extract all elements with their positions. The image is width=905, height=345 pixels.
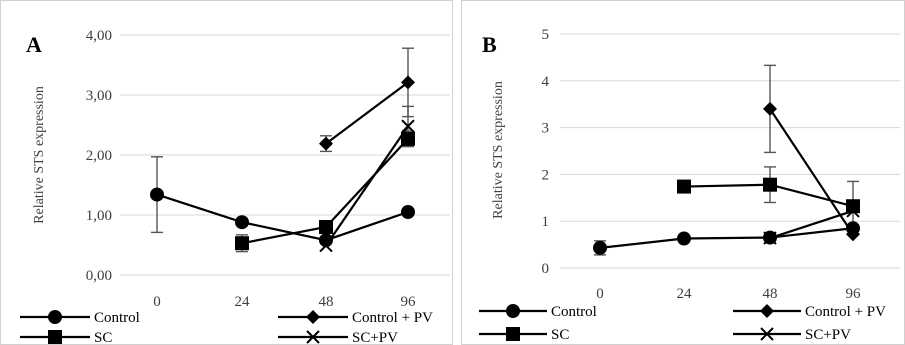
panel-a-control-plus-pv-point [319, 136, 333, 151]
panel-b-sc-point [677, 179, 691, 194]
panel-b-x-tick-label: 24 [677, 286, 693, 302]
panel-a-series-markers [150, 75, 415, 253]
panel-b-legend-label-sc-plus-pv: SC+PV [805, 327, 851, 343]
panel-b-legend-label-control: Control [551, 304, 597, 320]
panel-b-control-point [593, 240, 607, 255]
panel-a-y-tick-label: 4,00 [86, 28, 112, 44]
panel-a-x-tick-label: 24 [235, 294, 251, 310]
panel-a-control-line [156, 193, 409, 242]
panel-b-letter: B [482, 32, 497, 57]
panel-b-control-plus-pv-point [763, 101, 777, 116]
panel-a-control-point [401, 205, 415, 219]
panel-a-legend-item-sc-plus-pv: SC+PV [278, 330, 398, 345]
panel-b-x-tick-label: 48 [763, 286, 778, 302]
panel-a-y-tick-label: 2,00 [86, 148, 112, 164]
panel-a-error-bars [151, 47, 414, 253]
panel-a-sc-point [235, 236, 249, 251]
panel-b-y-ticks: 0 1 2 3 4 5 [542, 27, 550, 277]
panel-b-x-tick-label: 96 [846, 286, 862, 302]
panel-b-legend-item-control: Control [479, 304, 597, 320]
panel-b-y-tick-label: 2 [542, 167, 550, 183]
panel-b-y-tick-label: 5 [542, 27, 550, 43]
panel-b-legend-marker-sc-plus-pv [760, 327, 774, 341]
panel-a-control-point [150, 187, 164, 202]
panel-a-sc-point [401, 131, 415, 146]
panel-a-control-point [319, 233, 333, 248]
panel-b-control-line [599, 227, 854, 249]
panel-a-legend-label-control-plus-pv: Control + PV [352, 310, 433, 326]
panel-a-y-ticks: 0,00 1,00 2,00 3,00 4,00 [86, 28, 112, 284]
panel-b-sc-point [763, 177, 777, 192]
panel-b-x-ticks: 0 24 48 96 [596, 286, 861, 302]
panel-b-legend-item-control-plus-pv: Control + PV [733, 304, 886, 320]
panel-a-legend-label-control: Control [94, 310, 140, 326]
chart-panel-b: B Relative STS expression 0 1 2 3 4 5 0 24 48 96… [461, 0, 905, 345]
panel-a-legend-label-sc-plus-pv: SC+PV [352, 330, 398, 345]
panel-b-series-markers [593, 101, 860, 255]
panel-b-x-tick-label: 0 [596, 286, 604, 302]
panel-a-legend-marker-sc [48, 330, 62, 344]
panel-b-legend-label-control-plus-pv: Control + PV [805, 304, 886, 320]
panel-a-x-tick-label: 0 [153, 294, 161, 310]
panel-a-legend-label-sc: SC [94, 330, 112, 345]
panel-a-legend-item-control: Control [20, 310, 140, 326]
panel-b-y-tick-label: 4 [542, 74, 550, 90]
panel-b-sc-plus-pv-point [763, 231, 777, 245]
panel-b-legend-marker-sc [506, 327, 520, 341]
chart-panel-a: A Relative STS expression 0,00 1,00 2,00 3,… [0, 0, 453, 345]
panel-a-sc-plus-pv-point [401, 119, 415, 133]
panel-b-y-axis-label: Relative STS expression [491, 81, 506, 219]
panel-a-control-plus-pv-line [325, 81, 409, 145]
panel-b-series-lines [599, 108, 854, 249]
panel-a-frame [0, 0, 453, 345]
panel-b-sc-point [846, 199, 860, 214]
panel-b-y-tick-label: 1 [542, 214, 550, 230]
panel-b-legend-item-sc: SC [479, 327, 569, 343]
panel-b-control-plus-pv-line [769, 108, 854, 235]
panel-b-control-plus-pv-point [846, 227, 860, 242]
panel-b-error-bars [594, 64, 859, 256]
panel-a-y-tick-label: 1,00 [86, 208, 112, 224]
panel-b-sc-plus-pv-line [769, 209, 854, 240]
panel-a-sc-plus-pv-line [325, 125, 409, 247]
panel-a-legend: Control Control + PV SC SC+PV [20, 310, 433, 345]
panel-b-legend-marker-control-plus-pv [760, 304, 774, 318]
panel-a-x-ticks: 0 24 48 96 [153, 294, 416, 310]
panel-b-legend: Control Control + PV SC SC+PV [479, 304, 886, 343]
panel-b-legend-marker-control [506, 304, 520, 318]
panel-a-legend-item-sc: SC [20, 330, 112, 345]
panel-a-legend-marker-control [48, 310, 62, 324]
panel-b-y-tick-label: 0 [542, 261, 550, 277]
panel-b-legend-label-sc: SC [551, 327, 569, 343]
panel-a-legend-marker-sc-plus-pv [306, 330, 320, 344]
panel-a-gridlines [120, 34, 450, 276]
panel-a-y-axis-label: Relative STS expression [32, 86, 47, 224]
panel-a-y-tick-label: 3,00 [86, 88, 112, 104]
panel-b-legend-item-sc-plus-pv: SC+PV [733, 327, 851, 343]
panel-a-x-tick-label: 96 [401, 294, 417, 310]
panel-b-control-point [677, 231, 691, 246]
panel-a-control-point [235, 215, 249, 230]
panel-b-y-tick-label: 3 [542, 121, 550, 137]
panel-a-legend-item-control-plus-pv: Control + PV [278, 310, 433, 326]
panel-a-sc-plus-pv-point [319, 238, 333, 253]
panel-b-sc-plus-pv-point [846, 204, 860, 218]
panel-a-y-tick-label: 0,00 [86, 268, 112, 284]
panel-a-sc-point [319, 220, 333, 234]
panel-a-legend-marker-control-plus-pv [306, 310, 320, 324]
panel-a-series-lines [156, 81, 409, 247]
panel-a-letter: A [26, 32, 42, 57]
panel-a-x-tick-label: 48 [319, 294, 334, 310]
panel-a-control-plus-pv-point [401, 75, 415, 90]
